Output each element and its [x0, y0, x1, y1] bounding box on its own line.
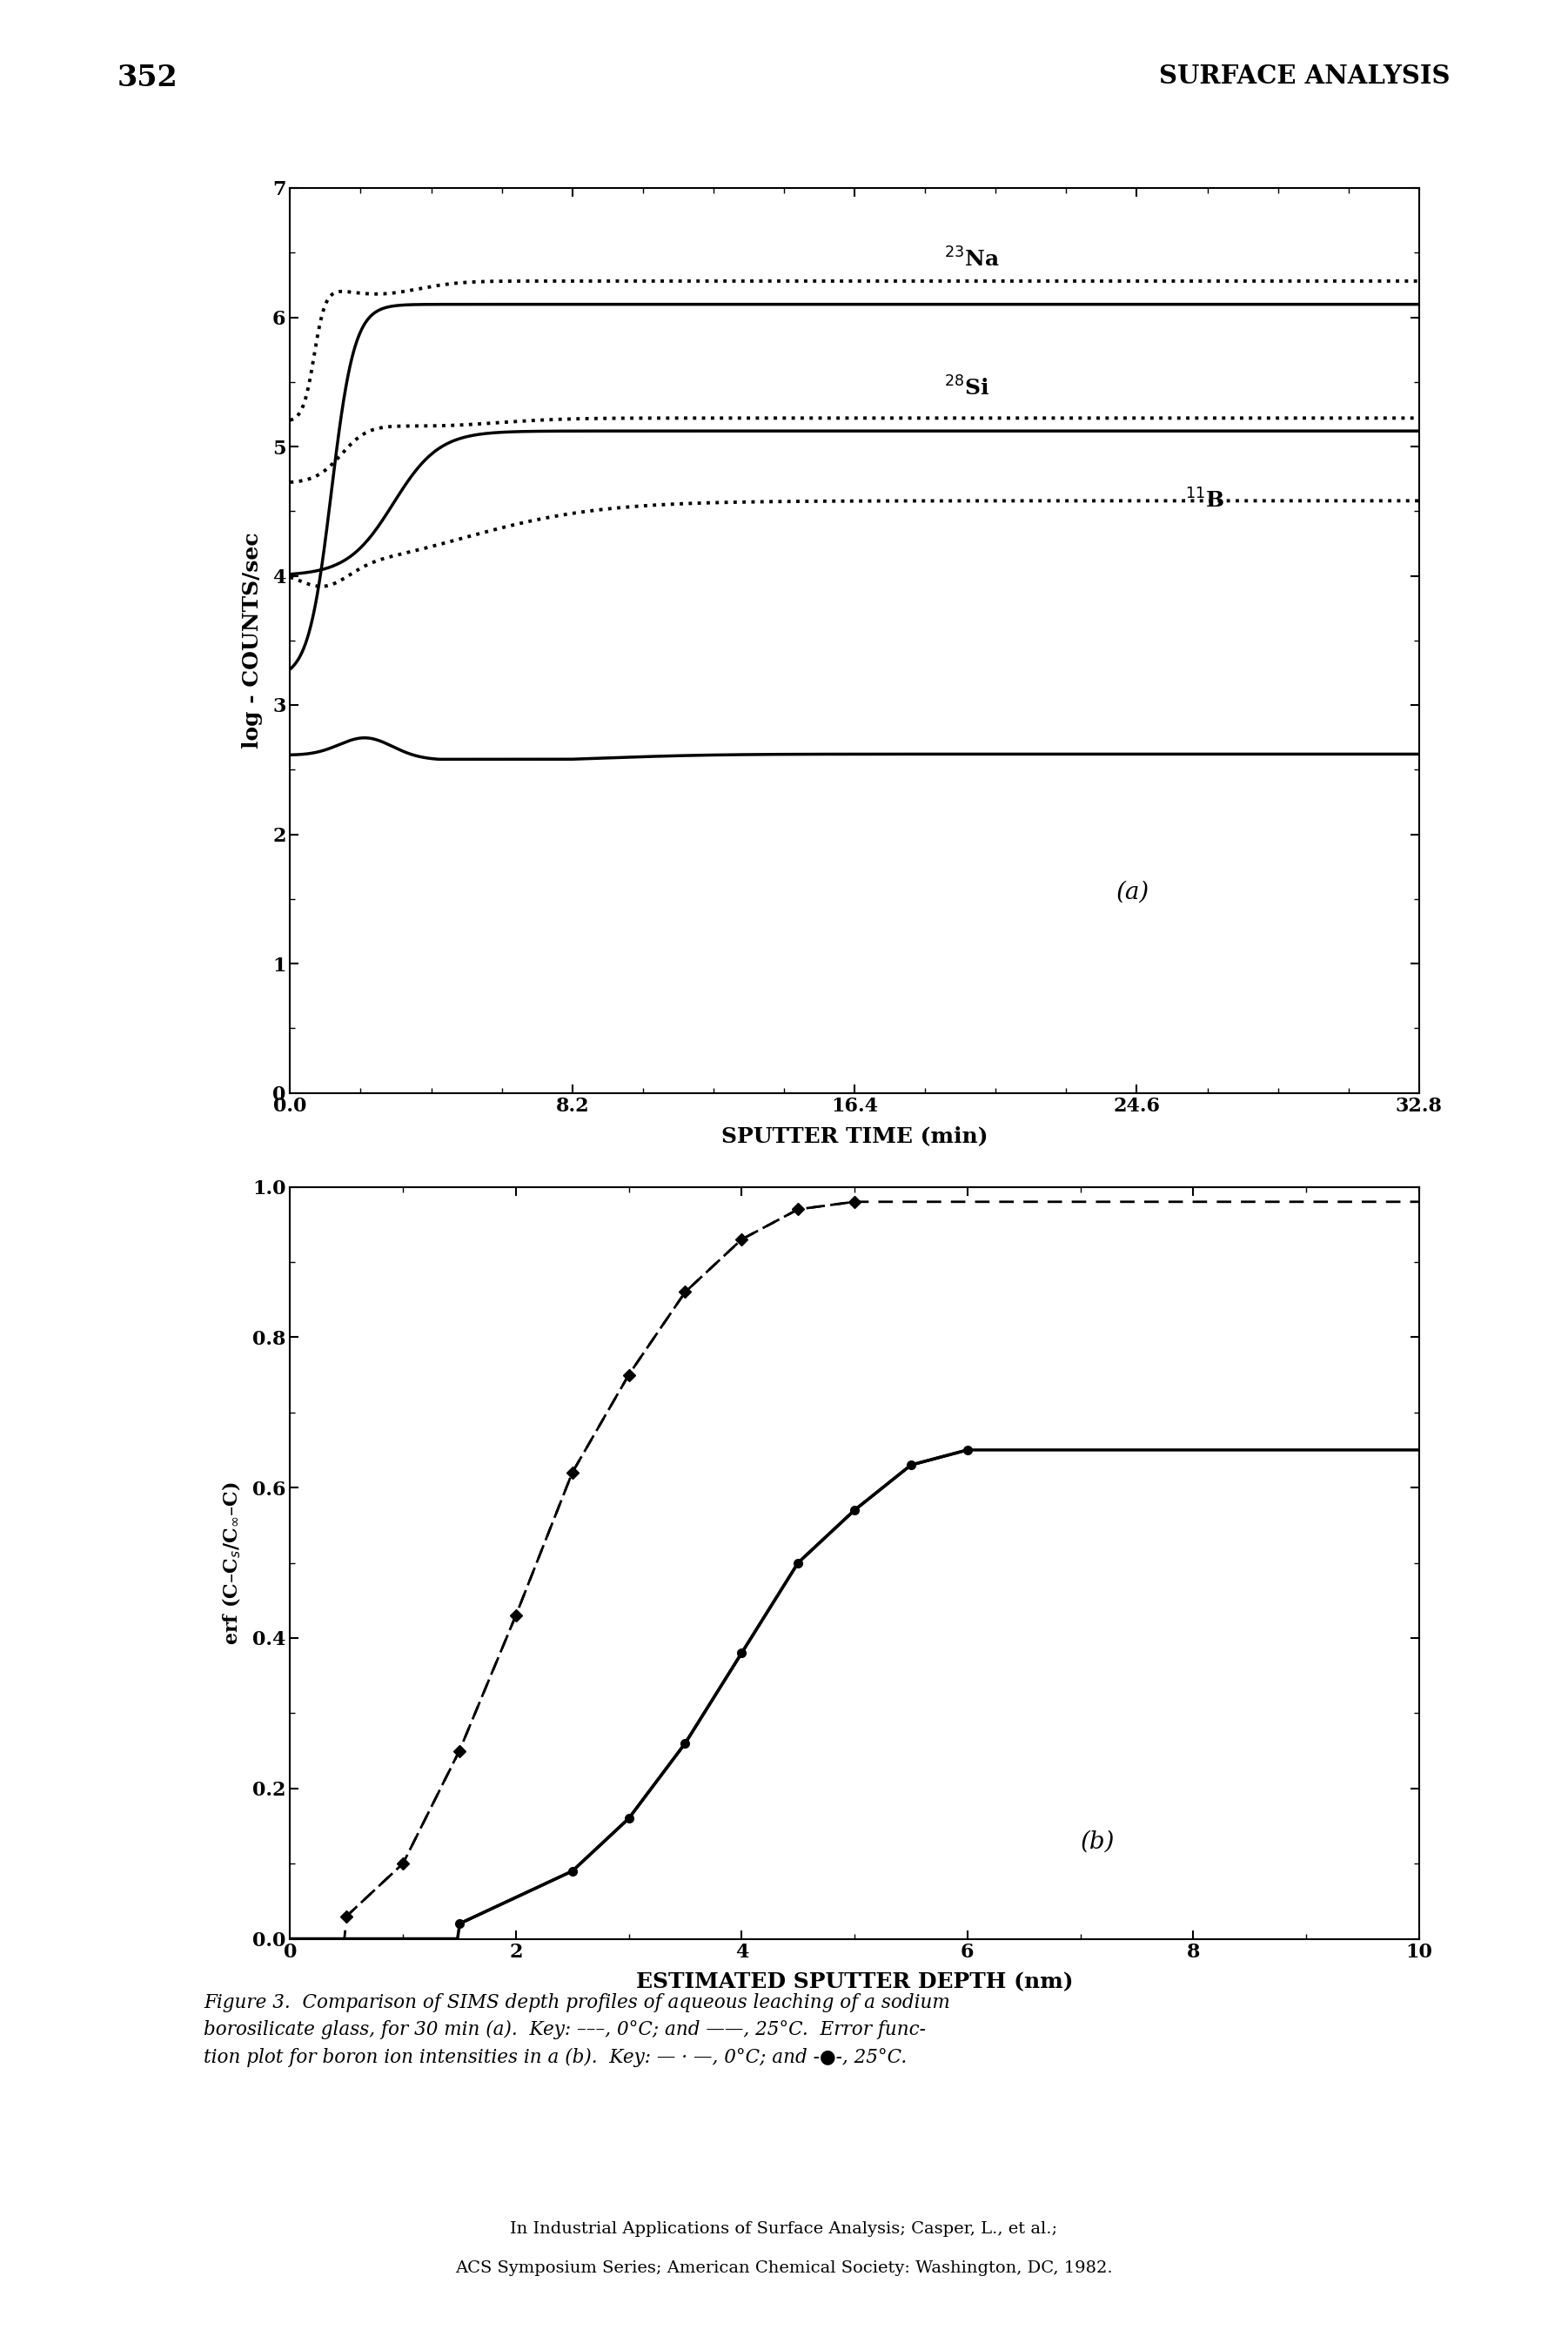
Text: (b): (b): [1080, 1831, 1115, 1854]
Text: $^{23}$Na: $^{23}$Na: [944, 247, 999, 270]
Text: (a): (a): [1116, 881, 1149, 905]
Text: Figure 3.  Comparison of SIMS depth profiles of aqueous leaching of a sodium
bor: Figure 3. Comparison of SIMS depth profi…: [204, 1993, 950, 2066]
X-axis label: SPUTTER TIME (min): SPUTTER TIME (min): [721, 1126, 988, 1147]
X-axis label: ESTIMATED SPUTTER DEPTH (nm): ESTIMATED SPUTTER DEPTH (nm): [637, 1972, 1073, 1993]
Y-axis label: erf (C–C$_{s}$/C$_{\infty}$–C): erf (C–C$_{s}$/C$_{\infty}$–C): [221, 1480, 243, 1645]
Text: ACS Symposium Series; American Chemical Society: Washington, DC, 1982.: ACS Symposium Series; American Chemical …: [455, 2261, 1113, 2277]
Text: 352: 352: [118, 63, 179, 92]
Y-axis label: log - COUNTS/sec: log - COUNTS/sec: [241, 531, 263, 750]
Text: $^{11}$B: $^{11}$B: [1185, 489, 1225, 512]
Text: $^{28}$Si: $^{28}$Si: [944, 376, 989, 400]
Text: In Industrial Applications of Surface Analysis; Casper, L., et al.;: In Industrial Applications of Surface An…: [510, 2221, 1058, 2237]
Text: SURFACE ANALYSIS: SURFACE ANALYSIS: [1159, 63, 1450, 89]
